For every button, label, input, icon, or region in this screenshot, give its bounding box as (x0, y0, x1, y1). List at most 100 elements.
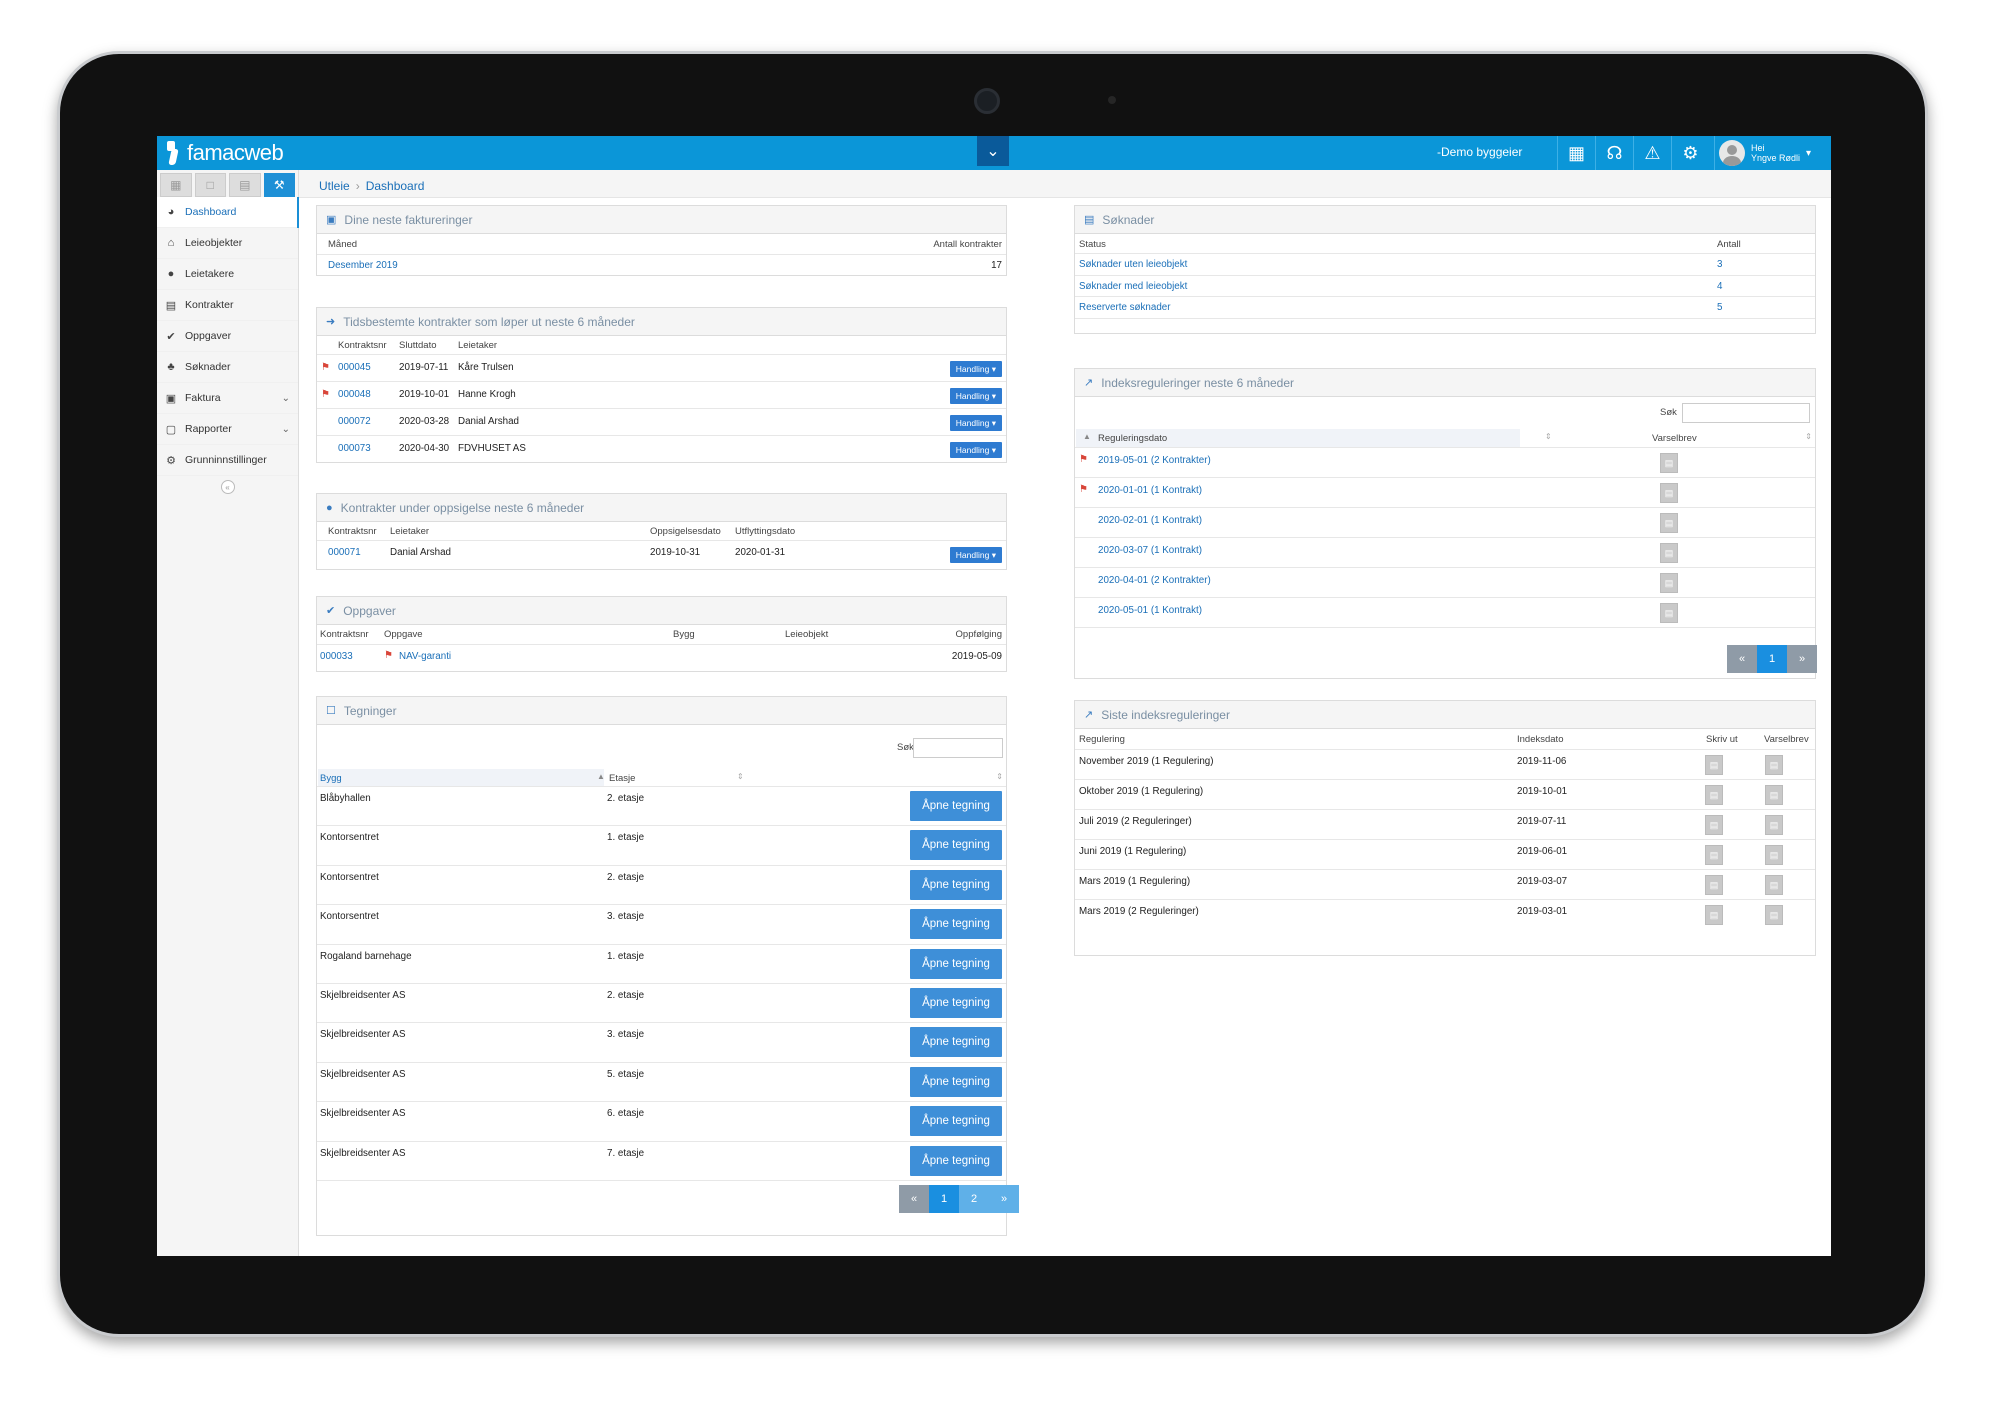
regulation-date-link[interactable]: 2020-01-01 (1 Kontrakt) (1098, 485, 1203, 496)
pdf-icon[interactable]: ▤ (1660, 513, 1678, 533)
contract-link[interactable]: 000073 (338, 443, 371, 454)
collapse-sidebar-icon[interactable]: « (220, 480, 235, 494)
handling-button[interactable]: Handling ▾ (949, 361, 1002, 377)
tab-building-icon[interactable]: □ (194, 173, 226, 197)
handling-button[interactable]: Handling ▾ (949, 442, 1002, 458)
open-drawing-button[interactable]: Åpne tegning (910, 869, 1002, 900)
page-1-button[interactable]: 1 (1757, 645, 1787, 673)
sidebar-item-label: Leieobjekter (185, 237, 243, 249)
col-varselbrev[interactable]: Varselbrev (1652, 433, 1697, 444)
pdf-icon[interactable]: ▤ (1660, 483, 1678, 503)
owner-name[interactable]: -Demo byggeier (1437, 145, 1523, 159)
print-icon[interactable]: ▤ (1705, 785, 1723, 805)
print-icon[interactable]: ▤ (1705, 875, 1723, 895)
open-drawing-button[interactable]: Åpne tegning (910, 988, 1002, 1018)
page-2-button[interactable]: 2 (959, 1185, 989, 1213)
pdf-icon[interactable]: ▤ (1765, 755, 1783, 775)
table-row: ⚑ 000045 2019-07-11 Kåre Trulsen Handlin… (317, 355, 1006, 382)
table-row: ⚑ 000048 2019-10-01 Hanne Krogh Handling… (317, 382, 1006, 409)
print-icon[interactable]: ▤ (1705, 845, 1723, 865)
open-drawing-button[interactable]: Åpne tegning (910, 948, 1002, 979)
faktura-month-link[interactable]: Desember 2019 (328, 260, 398, 271)
sidebar-item-grunninnstillinger[interactable]: ⚙ Grunninnstillinger (157, 445, 298, 476)
pdf-icon[interactable]: ▤ (1765, 815, 1783, 835)
contract-link[interactable]: 000033 (320, 651, 353, 662)
sidebar-item-faktura[interactable]: ▣ Faktura ⌄ (157, 383, 298, 414)
pdf-icon[interactable]: ▤ (1765, 845, 1783, 865)
regulation-date-link[interactable]: 2020-02-01 (1 Kontrakt) (1098, 515, 1203, 526)
open-drawing-button[interactable]: Åpne tegning (910, 1145, 1002, 1176)
chevron-down-icon[interactable]: ⌄ (977, 136, 1009, 166)
application-count-link[interactable]: 4 (1717, 280, 1723, 292)
search-input[interactable] (1682, 403, 1810, 423)
page-1-button[interactable]: 1 (929, 1185, 959, 1213)
user-name: Yngve Rødli (1751, 153, 1801, 163)
handling-button[interactable]: Handling ▾ (949, 415, 1002, 431)
application-count-link[interactable]: 5 (1717, 302, 1723, 313)
sidebar-item-kontrakter[interactable]: ▤ Kontrakter (157, 290, 298, 321)
sort-asc-icon[interactable]: ▲ (1083, 432, 1091, 441)
headset-icon[interactable]: ☊ (1595, 136, 1633, 170)
open-drawing-button[interactable]: Åpne tegning (910, 791, 1002, 821)
print-icon[interactable]: ▤ (1705, 755, 1723, 775)
contract-link[interactable]: 000048 (338, 389, 371, 400)
application-status-link[interactable]: Reserverte søknader (1079, 302, 1171, 313)
col-etasje[interactable]: Etasje (609, 773, 636, 784)
application-status-link[interactable]: Søknader uten leieobjekt (1079, 259, 1188, 270)
building-icon[interactable]: ▦ (1557, 136, 1595, 170)
regulation-date-link[interactable]: 2020-04-01 (2 Kontrakter) (1098, 575, 1211, 586)
sort-icon[interactable]: ⇕ (1545, 432, 1552, 441)
contract-link[interactable]: 000045 (338, 362, 371, 373)
pdf-icon[interactable]: ▤ (1660, 573, 1678, 593)
next-page-button[interactable]: » (989, 1185, 1019, 1213)
sort-icon[interactable]: ⇕ (996, 772, 1003, 781)
sort-icon[interactable]: ⇕ (737, 772, 744, 781)
regulation-date-link[interactable]: 2020-05-01 (1 Kontrakt) (1098, 605, 1203, 616)
sort-asc-icon[interactable]: ▲ (597, 772, 605, 781)
search-input[interactable] (913, 738, 1003, 758)
print-icon[interactable]: ▤ (1705, 815, 1723, 835)
col-reguleringsdato[interactable]: Reguleringsdato (1098, 433, 1168, 444)
application-count-link[interactable]: 3 (1717, 259, 1723, 270)
user-menu[interactable]: Hei Yngve Rødli ▾ (1714, 136, 1831, 170)
tab-tools-icon[interactable]: ⚒ (263, 173, 295, 197)
sidebar-item-leieobjekter[interactable]: ⌂ Leieobjekter (157, 228, 298, 259)
regulation-date-link[interactable]: 2019-05-01 (2 Kontrakter) (1098, 455, 1211, 466)
pdf-icon[interactable]: ▤ (1765, 785, 1783, 805)
open-drawing-button[interactable]: Åpne tegning (910, 830, 1002, 861)
gear-icon[interactable]: ⚙ (1671, 136, 1709, 170)
open-drawing-button[interactable]: Åpne tegning (910, 1027, 1002, 1058)
task-link[interactable]: NAV-garanti (399, 651, 452, 662)
handling-button[interactable]: Handling ▾ (949, 388, 1002, 404)
application-status-link[interactable]: Søknader med leieobjekt (1079, 280, 1188, 292)
handling-button[interactable]: Handling ▾ (949, 547, 1002, 563)
col-bygg[interactable]: Bygg (320, 773, 342, 784)
sidebar-item-søknader[interactable]: ♣ Søknader (157, 352, 298, 383)
tab-dashboard-icon[interactable]: ▦ (160, 173, 192, 197)
regulation-date-link[interactable]: 2020-03-07 (1 Kontrakt) (1098, 545, 1203, 556)
pdf-icon[interactable]: ▤ (1660, 543, 1678, 563)
print-icon[interactable]: ▤ (1705, 905, 1723, 925)
contract-link[interactable]: 000071 (328, 547, 361, 558)
prev-page-button[interactable]: « (1727, 645, 1757, 673)
tab-document-icon[interactable]: ▤ (229, 173, 261, 197)
pdf-icon[interactable]: ▤ (1765, 875, 1783, 895)
logo[interactable]: famacweb (167, 139, 284, 167)
breadcrumb-root[interactable]: Utleie (319, 179, 350, 193)
open-drawing-button[interactable]: Åpne tegning (910, 1106, 1002, 1137)
prev-page-button[interactable]: « (899, 1185, 929, 1213)
pdf-icon[interactable]: ▤ (1660, 603, 1678, 623)
sidebar-item-dashboard[interactable]: ◕ Dashboard (157, 197, 299, 228)
sidebar-item-oppgaver[interactable]: ✔ Oppgaver (157, 321, 298, 352)
open-drawing-button[interactable]: Åpne tegning (910, 1066, 1002, 1097)
next-page-button[interactable]: » (1787, 645, 1817, 673)
pdf-icon[interactable]: ▤ (1660, 453, 1678, 473)
index-date: 2019-06-01 (1517, 846, 1568, 857)
sort-icon[interactable]: ⇕ (1805, 432, 1812, 441)
contract-link[interactable]: 000072 (338, 416, 371, 427)
sidebar-item-rapporter[interactable]: ▢ Rapporter ⌄ (157, 414, 298, 445)
warning-icon[interactable]: ⚠ (1633, 136, 1671, 170)
sidebar-item-leietakere[interactable]: ● Leietakere (157, 259, 298, 290)
open-drawing-button[interactable]: Åpne tegning (910, 909, 1002, 940)
pdf-icon[interactable]: ▤ (1765, 905, 1783, 925)
